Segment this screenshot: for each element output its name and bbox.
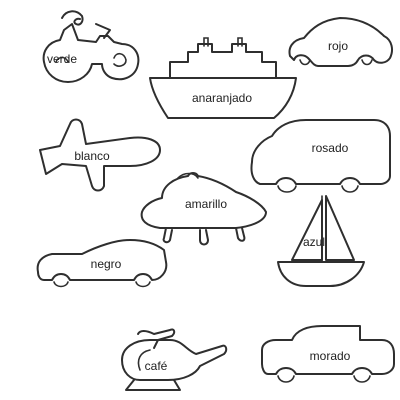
vehicle-label: negro — [91, 257, 122, 271]
vehicle-label: blanco — [74, 149, 110, 163]
vehicle-label: verde — [47, 52, 77, 66]
vehicle-label: rosado — [312, 141, 349, 155]
vehicle-label: morado — [310, 349, 351, 363]
ship-icon — [149, 37, 297, 119]
van-icon — [250, 119, 391, 193]
pickup-truck-icon — [261, 325, 395, 383]
vehicle-label: café — [145, 359, 168, 373]
sailboat-icon — [277, 195, 365, 287]
car-icon — [288, 17, 393, 67]
vehicle-label: rojo — [328, 39, 348, 53]
vehicle-label: anaranjado — [192, 91, 252, 105]
motorcycle-icon — [42, 10, 140, 83]
ufo-icon — [140, 172, 267, 246]
helicopter-icon — [121, 328, 228, 391]
airplane-icon — [39, 118, 161, 192]
vehicle-label: azul — [303, 235, 325, 249]
race-car-icon — [36, 239, 168, 288]
vehicle-label: amarillo — [185, 197, 227, 211]
